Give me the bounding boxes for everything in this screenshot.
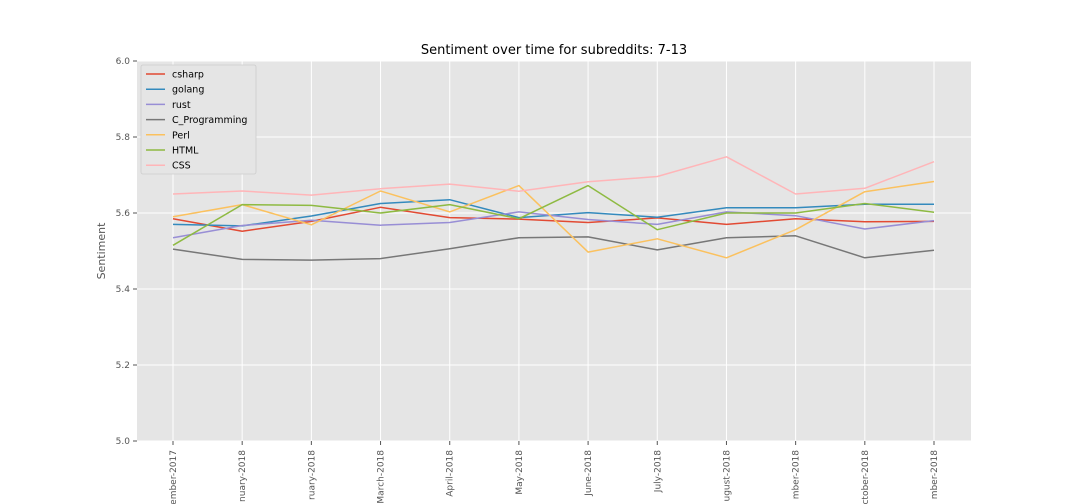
y-tick-label: 5.8 <box>116 133 131 143</box>
series-line-csharp <box>172 206 935 232</box>
plot-background <box>137 61 971 441</box>
series-line-c-programming <box>172 235 935 261</box>
legend-label: HTML <box>172 146 199 157</box>
x-tick-label: June-2018 <box>584 450 594 497</box>
legend: csharp golang rust C_Programming Perl HTML CSS <box>140 64 257 175</box>
x-tick-label: May-2018 <box>515 450 525 495</box>
y-tick-label: 5.4 <box>116 285 131 295</box>
y-tick-label: 5.6 <box>116 209 131 219</box>
series-line-css <box>172 156 935 196</box>
grid <box>137 60 971 442</box>
x-tick-label: nuary-2018 <box>238 450 248 502</box>
legend-label: Perl <box>172 130 190 141</box>
chart-title: Sentiment over time for subreddits: 7-13 <box>421 43 687 58</box>
x-tick-label: April-2018 <box>446 450 456 497</box>
x-tick-label: ugust-2018 <box>722 450 732 502</box>
series-line-perl <box>172 180 935 259</box>
legend-label: rust <box>172 100 191 111</box>
legend-box <box>140 64 257 175</box>
x-tick-label: July-2018 <box>653 450 663 493</box>
y-axis-label: Sentiment <box>95 222 108 280</box>
x-tick-label: ruary-2018 <box>307 450 317 500</box>
x-tick-label: ember-2017 <box>169 450 179 504</box>
legend-label: golang <box>172 85 204 96</box>
legend-label: csharp <box>172 70 204 81</box>
series-group <box>172 156 935 261</box>
y-tick-label: 5.2 <box>116 361 130 371</box>
y-tick-label: 6.0 <box>116 57 131 67</box>
x-tick-label: March-2018 <box>377 450 387 504</box>
axes: 5.0 5.2 5.4 5.6 5.8 6.0 ember-2017 nuary-2018 ru… <box>116 57 940 504</box>
series-line-html <box>172 184 935 246</box>
legend-label: CSS <box>172 161 191 172</box>
x-tick-label: mber-2018 <box>930 450 940 500</box>
y-tick-label: 5.0 <box>116 437 131 447</box>
x-tick-label: ctober-2018 <box>861 450 871 504</box>
x-tick-label: mber-2018 <box>792 450 802 500</box>
legend-label: C_Programming <box>172 115 247 126</box>
